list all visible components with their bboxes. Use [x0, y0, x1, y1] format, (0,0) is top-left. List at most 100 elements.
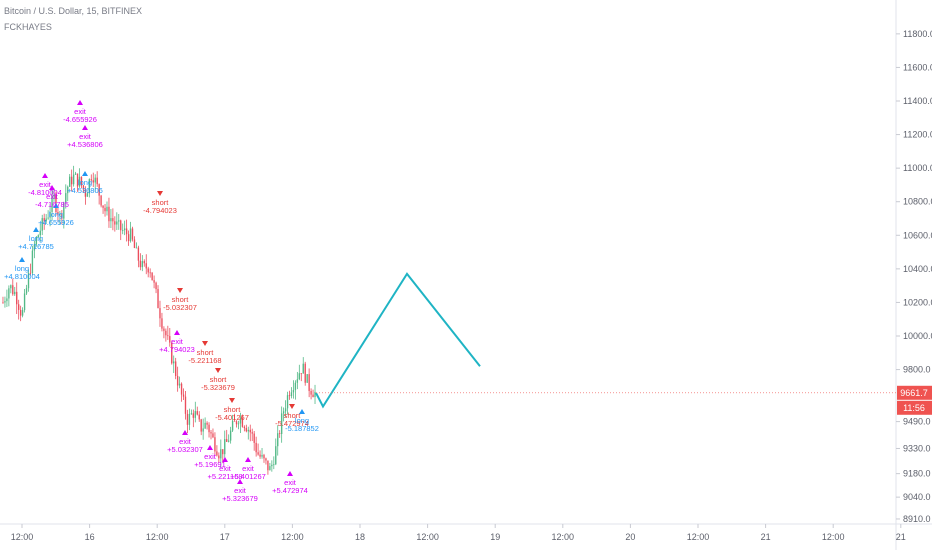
candle — [39, 223, 41, 242]
y-tick-label: 9040.0 — [903, 492, 931, 502]
candle — [169, 327, 171, 347]
candle — [29, 263, 32, 276]
candle — [253, 431, 255, 451]
candle — [308, 368, 310, 398]
candle — [137, 245, 140, 268]
svg-text:-5.323679: -5.323679 — [201, 383, 235, 392]
candle — [90, 174, 92, 185]
candle — [286, 391, 289, 415]
candle — [157, 285, 159, 309]
x-tick-label: 12:00 — [687, 532, 710, 542]
svg-text:exit: exit — [284, 478, 297, 487]
candle — [6, 289, 8, 308]
candle — [100, 194, 102, 208]
candle — [192, 409, 195, 428]
signals: long+4.810004long+4.716785exit-4.810004l… — [4, 100, 319, 503]
signal-exit: exit+4.794023 — [159, 330, 195, 354]
signal-exit: exit+5.19691 — [194, 445, 226, 469]
candle — [220, 439, 222, 468]
candle — [74, 171, 77, 175]
y-tick-label: 9490.0 — [903, 417, 931, 427]
svg-text:+5.19691: +5.19691 — [194, 460, 226, 469]
candle — [122, 223, 124, 235]
countdown-badge — [897, 400, 932, 415]
candle — [314, 384, 316, 405]
candle — [17, 299, 20, 320]
y-tick-label: 10800.0 — [903, 197, 932, 207]
candle — [151, 272, 153, 281]
svg-text:-5.032307: -5.032307 — [163, 303, 197, 312]
svg-text:+4.716785: +4.716785 — [18, 242, 54, 251]
countdown-label: 11:56 — [903, 403, 925, 413]
candle — [76, 173, 79, 192]
signal-exit: exit+5.401267 — [230, 457, 266, 481]
svg-text:-4.810004: -4.810004 — [28, 188, 62, 197]
signal-exit: exit+5.472974 — [272, 471, 308, 495]
svg-text:exit: exit — [171, 337, 184, 346]
svg-text:+5.221168: +5.221168 — [207, 472, 242, 481]
svg-text:short: short — [224, 405, 242, 414]
candle — [27, 269, 30, 292]
svg-text:+5.032307: +5.032307 — [167, 445, 203, 454]
candle — [161, 312, 163, 332]
candle — [271, 460, 273, 472]
signal-long: long+4.536806 — [67, 171, 103, 195]
candle — [184, 391, 187, 420]
candle — [300, 373, 302, 382]
y-tick-label: 8910.0 — [903, 514, 931, 524]
candle — [255, 436, 257, 457]
svg-text:long: long — [295, 416, 309, 425]
y-tick-label: 11000.0 — [903, 163, 932, 173]
candle — [21, 307, 24, 318]
candle — [275, 438, 277, 466]
candle — [104, 204, 106, 217]
candle — [114, 216, 116, 232]
candle — [231, 414, 234, 433]
svg-text:long: long — [78, 178, 92, 187]
candle — [302, 357, 304, 374]
candle — [294, 380, 297, 400]
candle — [102, 205, 104, 214]
candle — [196, 406, 198, 416]
svg-text:exit: exit — [39, 180, 52, 189]
candle — [59, 210, 61, 225]
svg-text:short: short — [284, 411, 302, 420]
candle — [241, 414, 244, 428]
svg-text:exit: exit — [179, 437, 192, 446]
candle — [312, 389, 314, 398]
x-tick-label: 12:00 — [11, 532, 34, 542]
candle — [243, 425, 246, 432]
candle — [237, 420, 240, 430]
svg-text:+5.323679: +5.323679 — [222, 494, 258, 503]
y-tick-label: 10000.0 — [903, 331, 932, 341]
candle — [98, 183, 100, 205]
candle — [116, 212, 118, 231]
candle — [190, 409, 193, 415]
time-axis: 12:00 16 12:00 17 12:00 18 12:00 19 12:00 20 12:00… — [11, 524, 906, 542]
svg-text:-5.187852: -5.187852 — [285, 424, 319, 433]
candle — [65, 184, 67, 209]
signal-short: short-5.032307 — [163, 288, 197, 312]
candle — [72, 165, 75, 187]
svg-text:exit: exit — [79, 132, 92, 141]
candle — [80, 176, 83, 189]
svg-text:+4.810004: +4.810004 — [4, 272, 40, 281]
candle — [261, 447, 263, 459]
projection-line — [315, 272, 481, 409]
candle — [202, 418, 204, 440]
y-tick-label: 11200.0 — [903, 130, 932, 140]
svg-text:exit: exit — [219, 464, 232, 473]
svg-text:exit: exit — [234, 486, 247, 495]
x-tick-label: 12:00 — [416, 532, 439, 542]
candle — [267, 460, 269, 475]
y-tick-label: 9330.0 — [903, 443, 931, 453]
candle — [127, 230, 130, 246]
candle — [282, 407, 285, 422]
svg-text:+4.536806: +4.536806 — [67, 140, 103, 149]
candle — [84, 186, 87, 205]
candle — [167, 325, 169, 340]
candle — [310, 388, 312, 400]
candle — [288, 390, 291, 400]
candle — [123, 220, 126, 236]
